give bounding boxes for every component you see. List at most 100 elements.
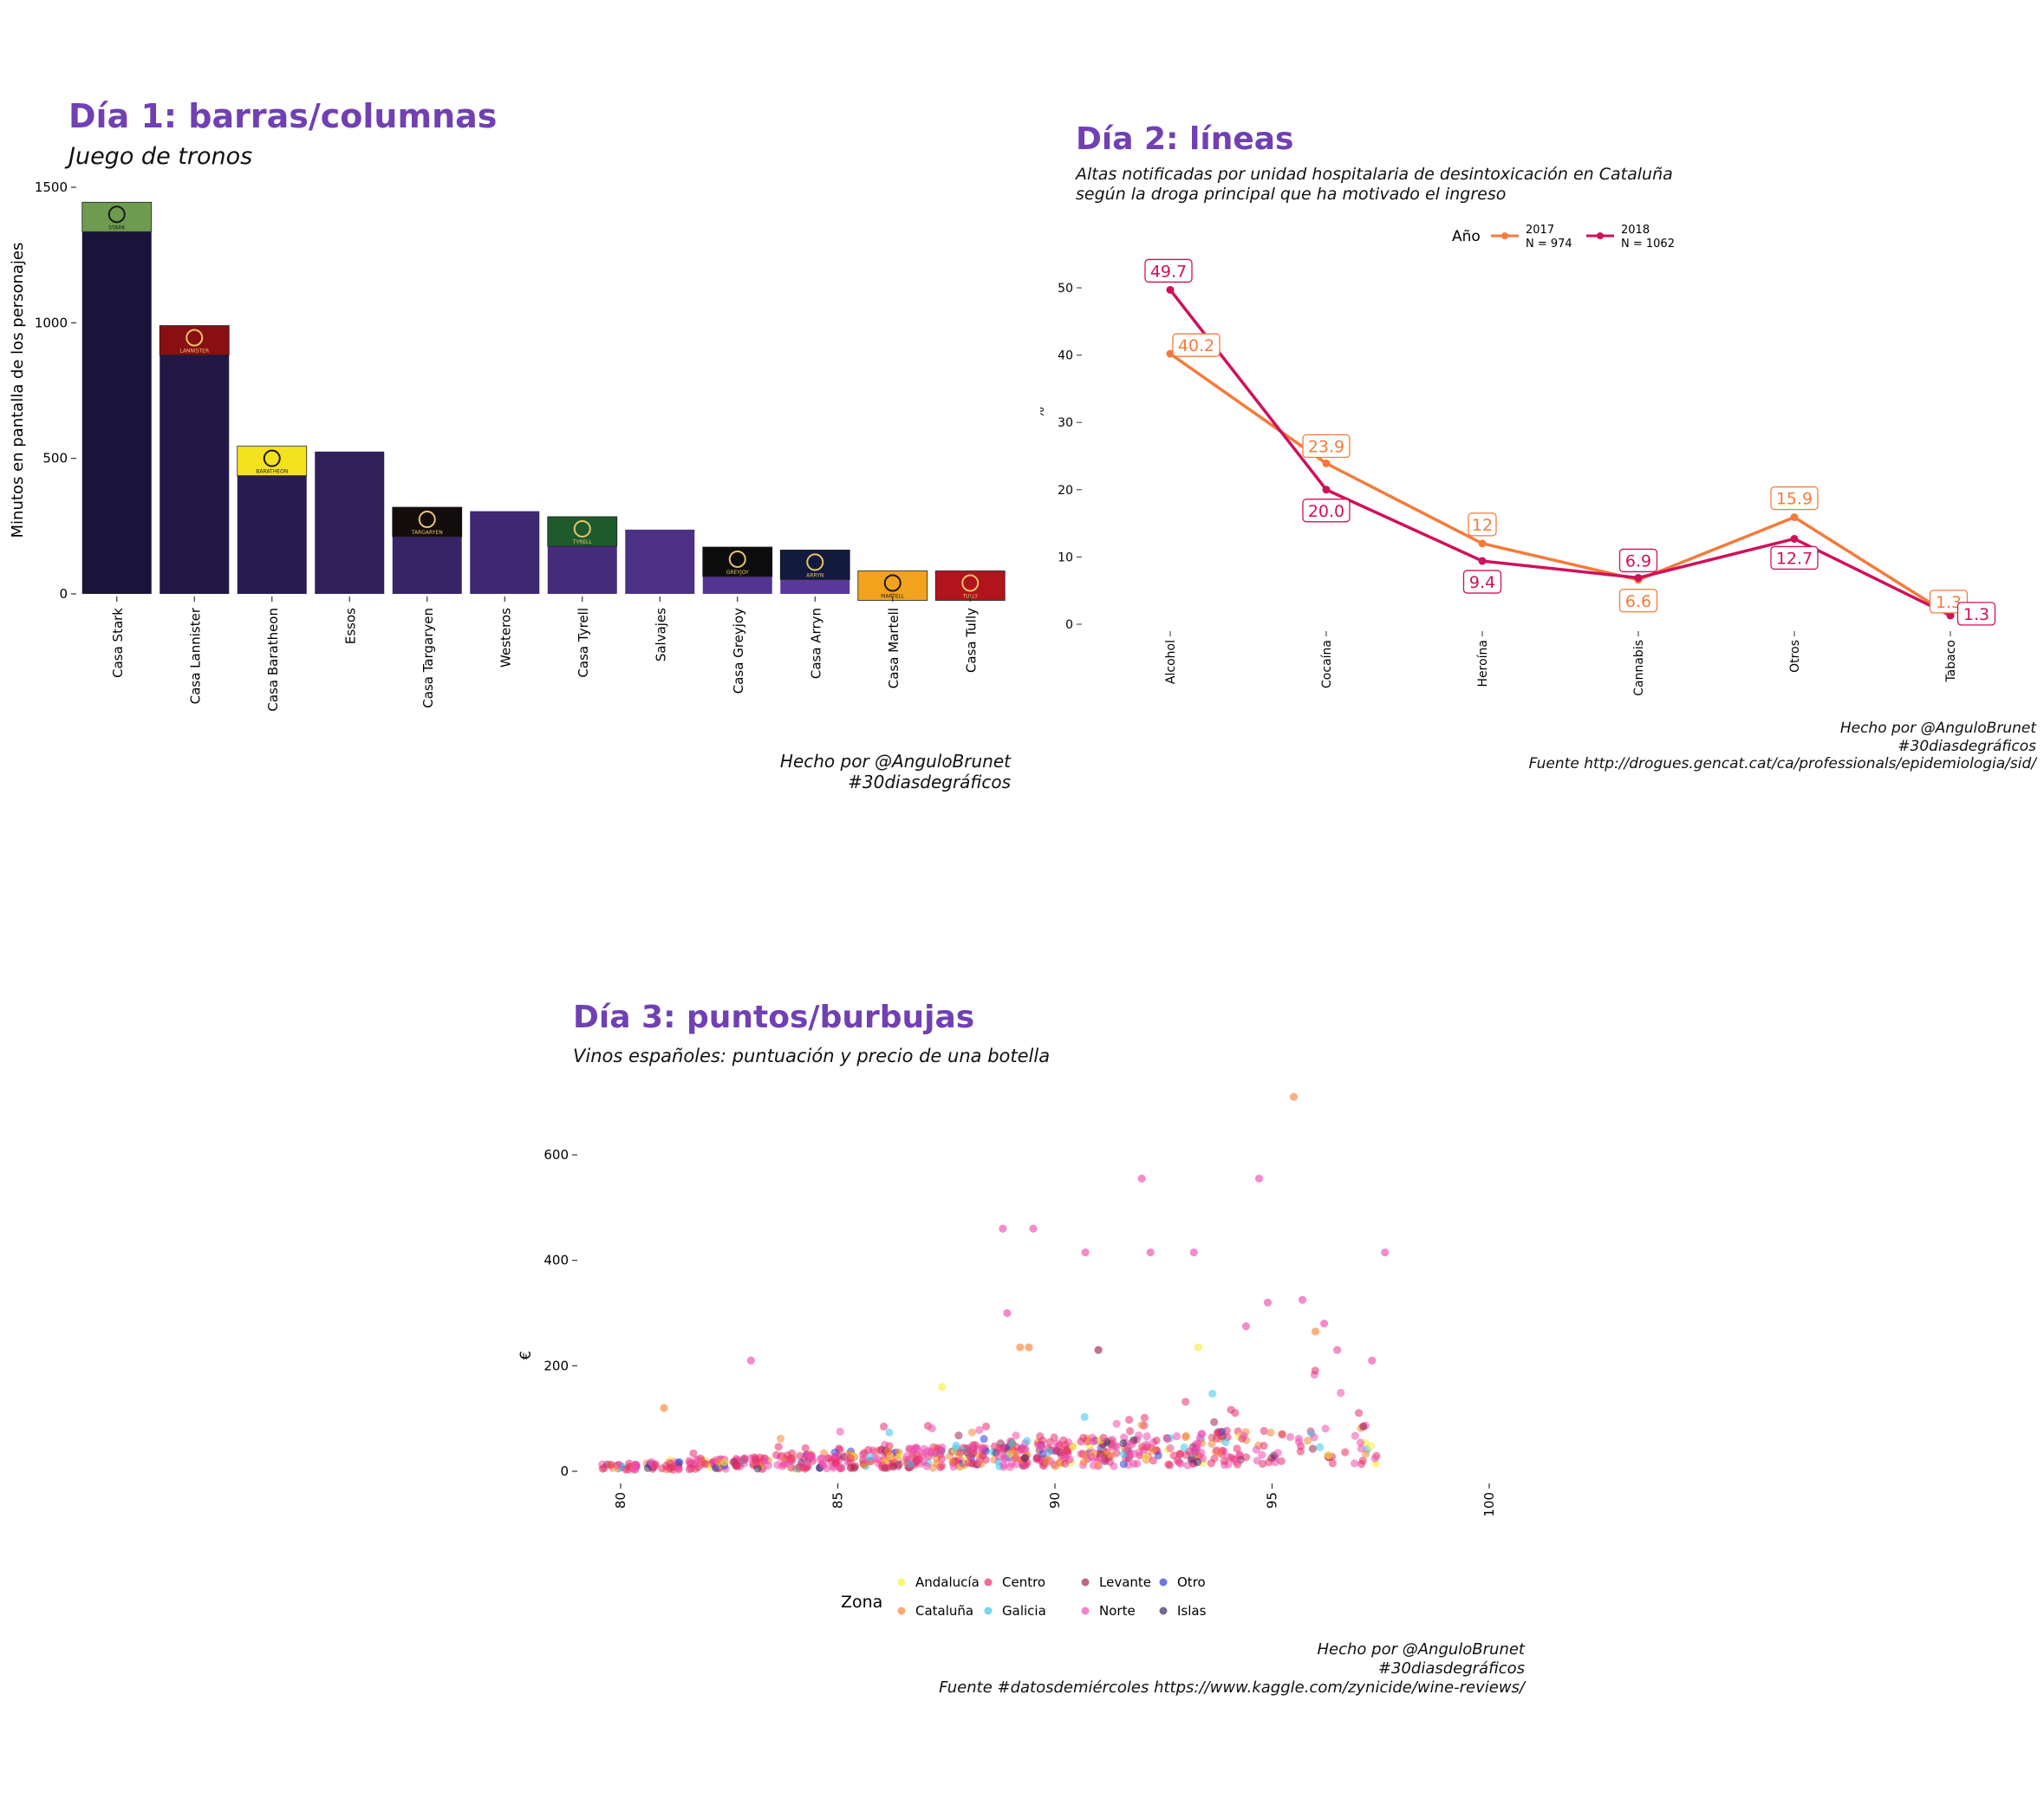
sun-spear-sigil-icon: MARTELL bbox=[857, 570, 928, 601]
wine-point-outlier bbox=[1025, 1343, 1033, 1352]
wine-point bbox=[1135, 1431, 1143, 1440]
bar-y-tick-label: 1000 bbox=[35, 315, 68, 330]
wine-point bbox=[774, 1443, 783, 1451]
line-y-tick-label: 50 bbox=[1058, 282, 1073, 296]
wine-point bbox=[999, 1461, 1008, 1470]
wine-point bbox=[772, 1450, 781, 1459]
legend-label-zone: Cataluña bbox=[915, 1603, 973, 1619]
wine-point bbox=[632, 1462, 641, 1470]
wine-point bbox=[885, 1428, 894, 1437]
wine-point bbox=[685, 1457, 693, 1465]
wine-point bbox=[975, 1425, 984, 1435]
wine-point bbox=[739, 1456, 749, 1464]
wine-point bbox=[1154, 1451, 1162, 1460]
wine-point bbox=[1032, 1455, 1041, 1463]
wine-point bbox=[732, 1461, 740, 1470]
sigil-mark bbox=[263, 449, 281, 467]
wine-point bbox=[982, 1422, 991, 1431]
data-label-box bbox=[1956, 602, 1996, 626]
wine-point-outlier bbox=[1029, 1224, 1038, 1233]
wine-point bbox=[1354, 1409, 1364, 1418]
wine-point bbox=[1180, 1444, 1188, 1452]
legend-key-2018-point bbox=[1597, 232, 1604, 239]
data-label-2017: 6.6 bbox=[1625, 592, 1651, 611]
kraken-sigil-icon: GREYJOY bbox=[702, 546, 773, 577]
wine-point bbox=[1214, 1428, 1222, 1437]
chart1-caption-line-1: Hecho por @AnguloBrunet bbox=[779, 751, 1011, 772]
scatter-y-tick-label: 0 bbox=[560, 1463, 569, 1479]
wine-point bbox=[912, 1457, 921, 1465]
series-point-2018 bbox=[1634, 573, 1643, 582]
chart1-caption-line-2: #30diasdegráficos bbox=[848, 772, 1011, 793]
wine-point bbox=[817, 1454, 826, 1463]
series-line-2018 bbox=[1168, 289, 1951, 617]
line-x-tick-label: Alcohol bbox=[1164, 640, 1178, 684]
wine-point bbox=[1137, 1421, 1146, 1430]
chart3-caption-line-1: Hecho por @AnguloBrunet bbox=[1317, 1640, 1525, 1659]
wine-point bbox=[783, 1459, 791, 1468]
data-label-box bbox=[1172, 333, 1221, 357]
legend-key-zone bbox=[897, 1607, 906, 1615]
wine-point-outlier bbox=[1263, 1298, 1273, 1307]
wine-point bbox=[895, 1452, 903, 1461]
wine-point-outlier bbox=[1289, 1092, 1299, 1101]
wine-point-outlier bbox=[1189, 1248, 1198, 1257]
wine-point bbox=[1214, 1448, 1223, 1457]
sigil-mark bbox=[186, 329, 204, 347]
line-x-tick-label: Tabaco bbox=[1944, 640, 1958, 683]
wine-point bbox=[1357, 1444, 1365, 1453]
wine-point-outlier bbox=[1016, 1343, 1025, 1352]
banner-motto: GREYJOY bbox=[726, 570, 749, 576]
wine-point bbox=[1181, 1398, 1190, 1406]
wine-point bbox=[980, 1435, 988, 1444]
chart2-subtitle-line-2: según la droga principal que ha motivado… bbox=[1076, 184, 1507, 204]
wine-point bbox=[1069, 1443, 1077, 1451]
data-label-box bbox=[1302, 499, 1351, 523]
wine-point-outlier bbox=[1254, 1174, 1264, 1183]
wine-point bbox=[908, 1450, 917, 1459]
scatter-x-tick-label: 100 bbox=[1481, 1492, 1497, 1517]
chart1-subtitle: Juego de tronos bbox=[68, 143, 253, 170]
bar-x-tick-label: Casa Targaryen bbox=[420, 608, 436, 708]
wine-point bbox=[1135, 1448, 1143, 1457]
wine-point bbox=[1059, 1436, 1068, 1444]
wine-point-outlier bbox=[1325, 1451, 1333, 1460]
scatter-y-tick-label: 400 bbox=[544, 1253, 569, 1268]
bar-y-tick-label: 1500 bbox=[35, 179, 68, 195]
wine-point bbox=[1304, 1437, 1312, 1445]
legend-key-2017-point bbox=[1501, 232, 1508, 239]
wine-point-outlier bbox=[1312, 1327, 1320, 1336]
wine-point bbox=[1007, 1459, 1016, 1468]
wine-point bbox=[1061, 1459, 1070, 1468]
wine-point-outlier bbox=[746, 1356, 755, 1365]
chart2-caption-line-1: Hecho por @AnguloBrunet bbox=[1839, 720, 2036, 737]
wine-point bbox=[1021, 1454, 1030, 1463]
wine-point bbox=[1094, 1461, 1103, 1470]
wine-point bbox=[700, 1459, 709, 1468]
wine-point-outlier bbox=[660, 1404, 668, 1412]
wine-point bbox=[1149, 1446, 1157, 1455]
data-label-2018: 9.4 bbox=[1469, 573, 1495, 592]
wine-point bbox=[831, 1451, 840, 1461]
wine-point bbox=[906, 1460, 915, 1469]
wine-point bbox=[1107, 1450, 1116, 1459]
legend-label-zone: Norte bbox=[1099, 1603, 1136, 1619]
wine-point bbox=[1308, 1444, 1317, 1453]
wine-point-outlier bbox=[1359, 1422, 1368, 1431]
wine-point bbox=[979, 1450, 987, 1460]
sigil-mark bbox=[806, 553, 824, 571]
wine-point bbox=[1240, 1431, 1248, 1440]
bar-x-tick-label: Casa Tully bbox=[963, 608, 979, 673]
wine-point-outlier bbox=[1320, 1320, 1329, 1328]
line-y-tick-label: 40 bbox=[1058, 349, 1073, 363]
wine-point bbox=[598, 1464, 607, 1473]
wine-point bbox=[996, 1439, 1005, 1448]
falcon-sigil-icon: ARRYN bbox=[779, 550, 850, 580]
wine-point bbox=[1042, 1457, 1051, 1466]
bar-x-tick-label: Salvajes bbox=[653, 608, 668, 662]
wine-point bbox=[937, 1454, 947, 1463]
line-x-tick-label: Otros bbox=[1788, 640, 1802, 673]
wine-point bbox=[1194, 1439, 1202, 1448]
wine-point bbox=[1370, 1454, 1379, 1463]
scatter-x-tick-label: 80 bbox=[613, 1492, 628, 1509]
